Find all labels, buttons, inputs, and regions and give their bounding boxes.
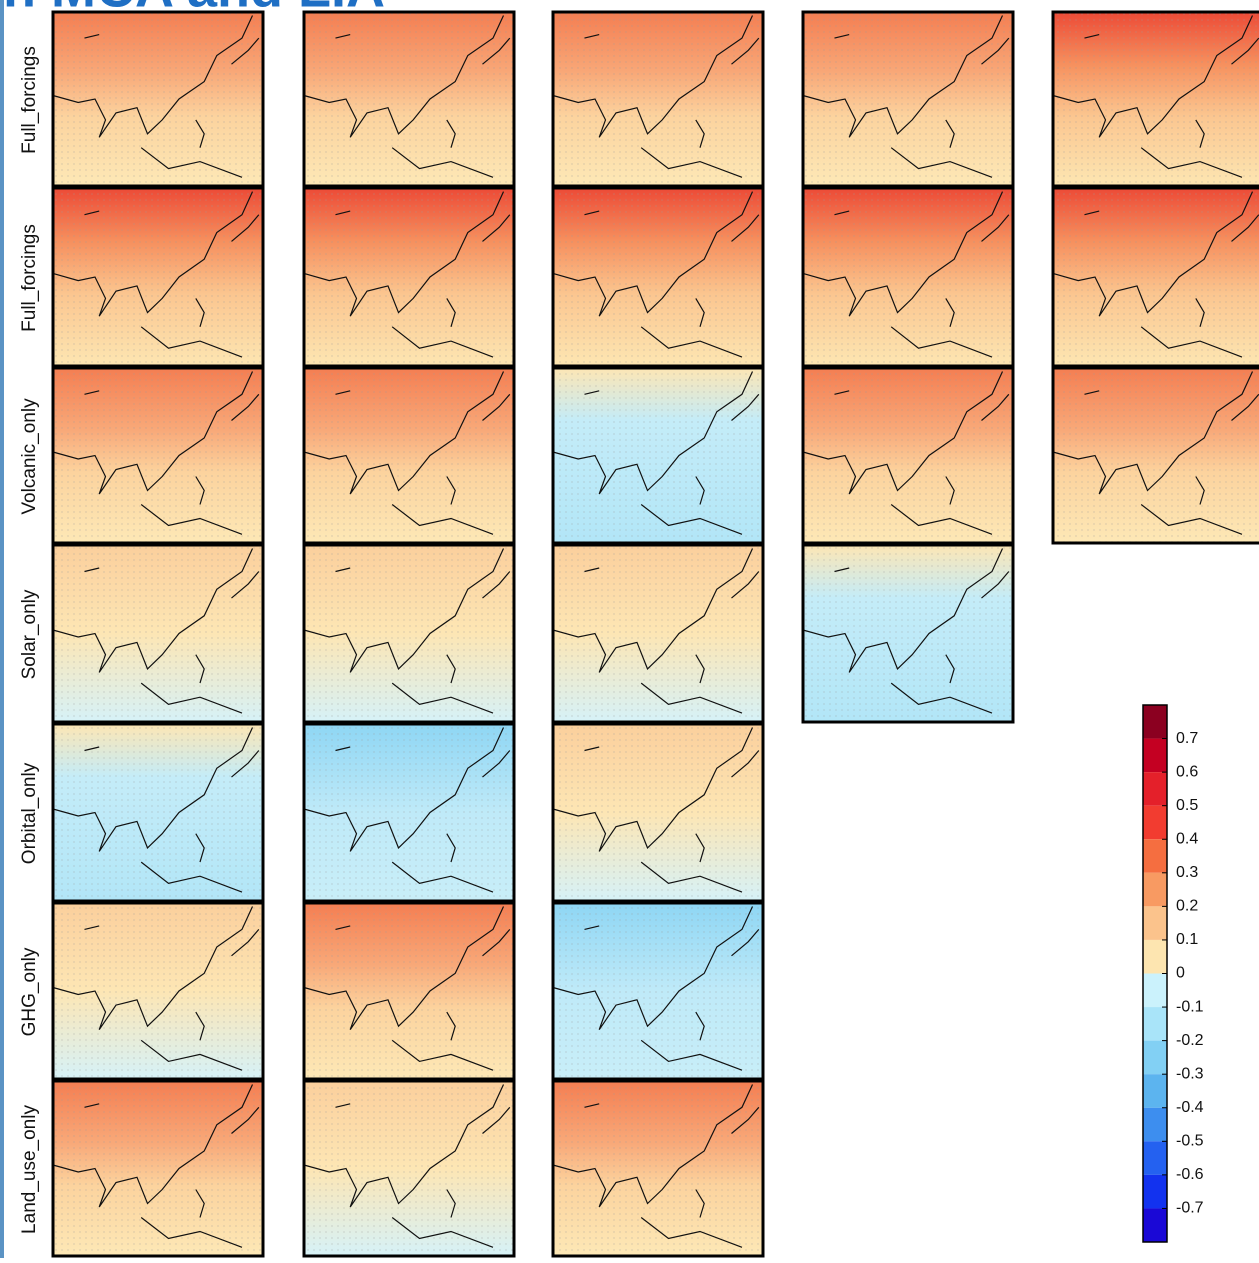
map-panel	[304, 188, 514, 366]
map-panel	[803, 545, 1013, 722]
map-panel	[803, 12, 1013, 186]
slide-edge	[0, 0, 4, 1258]
colorbar-label: 0.6	[1176, 763, 1198, 780]
row-labels: Full_forcings Full_forcings Volcanic_only S…	[19, 46, 40, 1234]
map-panel	[304, 545, 514, 722]
row-label: Land_use_only	[19, 1105, 40, 1234]
map-panel	[553, 903, 763, 1079]
colorbar-bin	[1143, 1175, 1167, 1209]
map-panel	[803, 368, 1013, 543]
map-panel	[53, 188, 263, 366]
map-panel	[53, 724, 263, 901]
colorbar-label: -0.1	[1176, 998, 1204, 1015]
colorbar-bin	[1143, 906, 1167, 940]
colorbar-bin	[1143, 1007, 1167, 1041]
colorbar-bin	[1143, 940, 1167, 974]
significance-stipple	[1053, 368, 1259, 543]
colorbar-bin	[1143, 739, 1167, 773]
colorbar-label: 0.7	[1176, 730, 1198, 747]
slide: on MCA and LIA Full_forcingsFull_forcing…	[0, 0, 1259, 1258]
map-panel	[304, 1081, 514, 1256]
map-panel	[53, 1081, 263, 1256]
colorbar-bin	[1143, 705, 1167, 739]
map-panel	[553, 368, 763, 543]
row-label: Orbital_only	[19, 762, 40, 864]
map-panel	[53, 368, 263, 543]
colorbar-bin	[1143, 873, 1167, 907]
map-panel	[53, 12, 263, 186]
colorbar-label: -0.6	[1176, 1166, 1204, 1183]
colorbar-label: 0.4	[1176, 830, 1198, 847]
map-panel	[304, 903, 514, 1079]
colorbar-label: -0.3	[1176, 1065, 1204, 1082]
page: on MCA and LIA Full_forcingsFull_forcing…	[0, 0, 1259, 1263]
map-panel	[803, 188, 1013, 366]
colorbar-label: 0	[1176, 965, 1185, 982]
colorbar-label: 0.2	[1176, 898, 1198, 915]
colorbar: 0.7 0.6 0.5 0.4 0.3 0.2 0.1 0 -0.1 -0.2 -0.3 -0.4 -0…	[1143, 705, 1204, 1242]
colorbar-label: -0.7	[1176, 1200, 1204, 1217]
colorbar-label: 0.5	[1176, 797, 1198, 814]
colorbar-bin	[1143, 772, 1167, 806]
significance-stipple	[1053, 12, 1259, 186]
map-panel	[1053, 12, 1259, 186]
map-panel	[1053, 368, 1259, 543]
colorbar-bin	[1143, 839, 1167, 873]
row-label: Full_forcings	[19, 46, 40, 154]
colorbar-label: -0.5	[1176, 1133, 1204, 1150]
row-label: GHG_only	[19, 947, 40, 1036]
map-panel	[553, 188, 763, 366]
colorbar-label: -0.4	[1176, 1099, 1204, 1116]
map-grid	[53, 12, 1259, 1256]
colorbar-bin	[1143, 806, 1167, 840]
colorbar-bin	[1143, 974, 1167, 1008]
map-panel	[304, 368, 514, 543]
map-panel	[1053, 188, 1259, 366]
colorbar-label: 0.3	[1176, 864, 1198, 881]
row-label: Full_forcings	[19, 224, 40, 332]
map-panel	[304, 12, 514, 186]
colorbar-bin	[1143, 1041, 1167, 1075]
map-panel	[53, 545, 263, 722]
row-label: Solar_only	[19, 589, 40, 679]
row-label: Volcanic_only	[19, 398, 40, 515]
colorbar-label: -0.2	[1176, 1032, 1204, 1049]
colorbar-bin	[1143, 1074, 1167, 1108]
colorbar-label: 0.1	[1176, 931, 1198, 948]
map-panel	[553, 545, 763, 722]
map-panel	[304, 724, 514, 901]
map-panel	[553, 12, 763, 186]
map-panel	[553, 1081, 763, 1256]
significance-stipple	[1053, 188, 1259, 366]
map-panel	[53, 903, 263, 1079]
colorbar-bin	[1143, 1141, 1167, 1175]
map-panel	[553, 724, 763, 901]
colorbar-bin	[1143, 1108, 1167, 1142]
colorbar-bin	[1143, 1208, 1167, 1242]
